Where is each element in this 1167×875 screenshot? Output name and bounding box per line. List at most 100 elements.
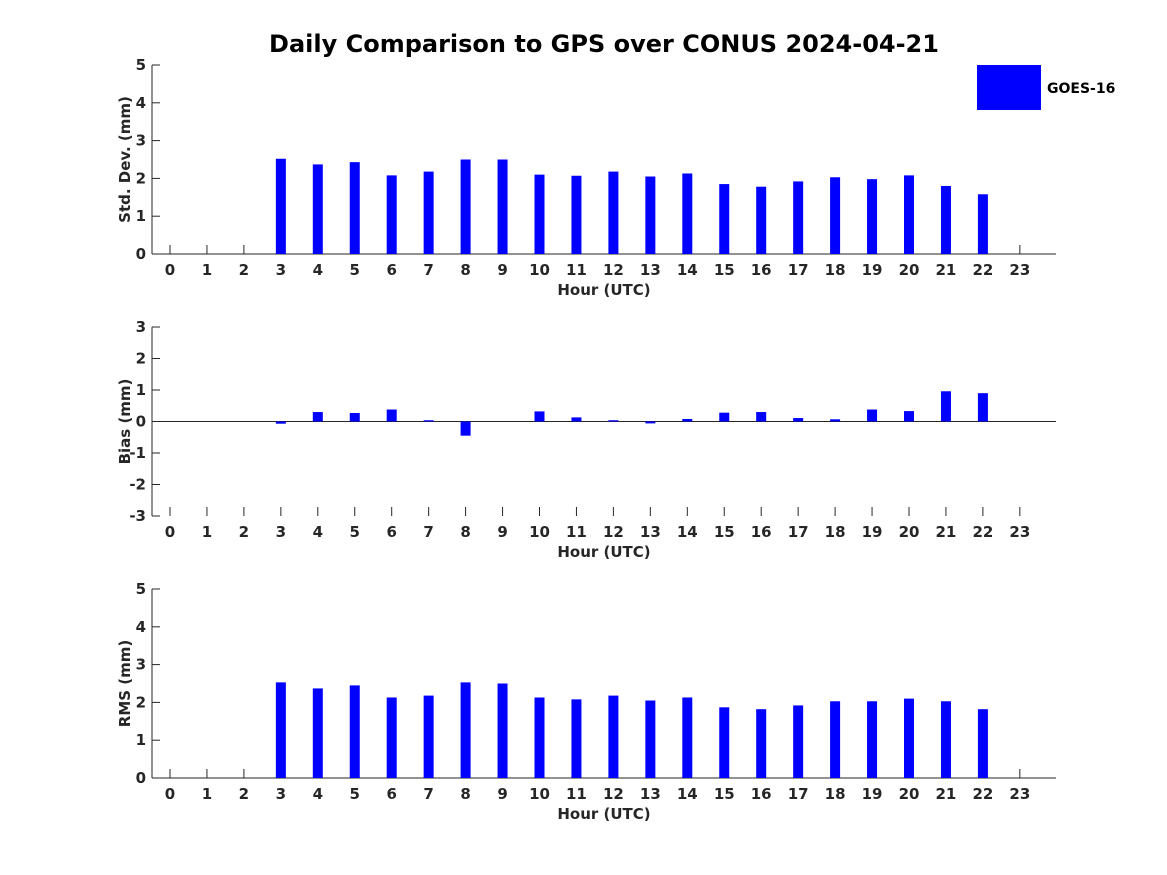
x-tick-label: 20 xyxy=(899,785,920,803)
x-tick-label: 8 xyxy=(460,785,470,803)
bar-hour-6 xyxy=(386,175,397,254)
bar-hour-17 xyxy=(793,705,804,778)
y-tick-label: 1 xyxy=(136,381,146,399)
x-tick-label: 12 xyxy=(603,261,624,279)
x-tick-label: 21 xyxy=(936,785,957,803)
x-tick-label: 17 xyxy=(788,523,809,541)
bar-hour-17 xyxy=(793,418,804,422)
x-tick-label: 7 xyxy=(423,261,433,279)
bar-hour-10 xyxy=(534,174,545,254)
bar-hour-21 xyxy=(940,701,951,778)
x-tick-label: 12 xyxy=(603,523,624,541)
bar-hour-14 xyxy=(682,173,693,254)
bar-hour-7 xyxy=(423,695,434,778)
y-tick-label: 4 xyxy=(136,94,146,112)
y-axis-label: Std. Dev. (mm) xyxy=(116,96,134,223)
bar-hour-7 xyxy=(423,171,434,254)
x-tick-label: 8 xyxy=(460,261,470,279)
bar-hour-11 xyxy=(571,699,582,778)
x-tick-label: 0 xyxy=(165,523,175,541)
bar-hour-13 xyxy=(645,176,656,254)
x-tick-label: 14 xyxy=(677,785,698,803)
bar-hour-19 xyxy=(867,701,878,778)
x-tick-label: 4 xyxy=(313,523,323,541)
bar-hour-6 xyxy=(386,409,397,422)
legend-swatch xyxy=(977,65,1041,110)
x-tick-label: 10 xyxy=(529,261,550,279)
x-tick-label: 0 xyxy=(165,261,175,279)
bar-hour-8 xyxy=(460,421,471,436)
y-tick-label: 5 xyxy=(136,56,146,74)
x-tick-label: 22 xyxy=(972,785,993,803)
x-tick-label: 2 xyxy=(239,523,249,541)
chart-title: Daily Comparison to GPS over CONUS 2024-… xyxy=(269,30,939,58)
x-tick-label: 19 xyxy=(862,523,883,541)
x-tick-label: 23 xyxy=(1009,785,1030,803)
bar-hour-8 xyxy=(460,159,471,254)
x-tick-label: 16 xyxy=(751,523,772,541)
x-tick-label: 20 xyxy=(899,523,920,541)
bar-hour-14 xyxy=(682,418,693,422)
x-tick-label: 6 xyxy=(386,785,396,803)
bar-hour-16 xyxy=(756,709,767,778)
x-tick-label: 18 xyxy=(825,523,846,541)
bar-hour-4 xyxy=(312,412,323,422)
x-tick-label: 9 xyxy=(497,523,507,541)
x-tick-label: 18 xyxy=(825,785,846,803)
x-tick-label: 1 xyxy=(202,785,212,803)
x-tick-label: 3 xyxy=(276,523,286,541)
x-tick-label: 6 xyxy=(386,261,396,279)
y-tick-label: 3 xyxy=(136,656,146,674)
x-tick-label: 5 xyxy=(350,523,360,541)
y-tick-label: 2 xyxy=(136,169,146,187)
y-tick-label: 0 xyxy=(136,413,146,431)
bar-hour-17 xyxy=(793,181,804,254)
y-tick-label: 4 xyxy=(136,618,146,636)
bar-hour-20 xyxy=(904,175,914,254)
bar-hour-16 xyxy=(756,412,767,422)
x-tick-label: 3 xyxy=(276,785,286,803)
x-tick-label: 16 xyxy=(751,261,772,279)
x-tick-label: 7 xyxy=(423,523,433,541)
bar-hour-20 xyxy=(904,698,914,778)
x-tick-label: 15 xyxy=(714,261,735,279)
x-tick-label: 21 xyxy=(936,523,957,541)
x-tick-label: 14 xyxy=(677,523,698,541)
bar-hour-7 xyxy=(423,420,434,422)
bar-hour-21 xyxy=(940,185,951,254)
bar-hour-13 xyxy=(645,421,656,424)
y-tick-label: 3 xyxy=(136,132,146,150)
x-tick-label: 18 xyxy=(825,261,846,279)
bar-hour-18 xyxy=(830,701,841,778)
bar-hour-15 xyxy=(719,412,730,422)
x-tick-label: 9 xyxy=(497,785,507,803)
x-tick-label: 11 xyxy=(566,523,587,541)
bar-hour-18 xyxy=(830,419,841,422)
bar-hour-22 xyxy=(977,709,988,778)
x-tick-label: 23 xyxy=(1009,523,1030,541)
x-tick-label: 5 xyxy=(350,261,360,279)
x-tick-label: 11 xyxy=(566,261,587,279)
bar-hour-9 xyxy=(497,683,508,778)
x-axis-label: Hour (UTC) xyxy=(557,543,650,561)
bar-hour-19 xyxy=(867,179,878,254)
bar-hour-16 xyxy=(756,186,767,254)
x-tick-label: 17 xyxy=(788,785,809,803)
bar-hour-13 xyxy=(645,700,656,778)
y-tick-label: 3 xyxy=(136,318,146,336)
bar-hour-5 xyxy=(349,162,360,254)
y-axis-label: Bias (mm) xyxy=(116,379,134,465)
bar-hour-11 xyxy=(571,175,582,254)
x-tick-label: 2 xyxy=(239,261,249,279)
x-tick-label: 5 xyxy=(350,785,360,803)
y-tick-label: 2 xyxy=(136,693,146,711)
bar-hour-12 xyxy=(608,695,619,778)
x-tick-label: 3 xyxy=(276,261,286,279)
x-tick-label: 15 xyxy=(714,523,735,541)
bar-hour-5 xyxy=(349,412,360,422)
x-tick-label: 19 xyxy=(862,261,883,279)
x-tick-label: 0 xyxy=(165,785,175,803)
y-tick-label: 1 xyxy=(136,207,146,225)
